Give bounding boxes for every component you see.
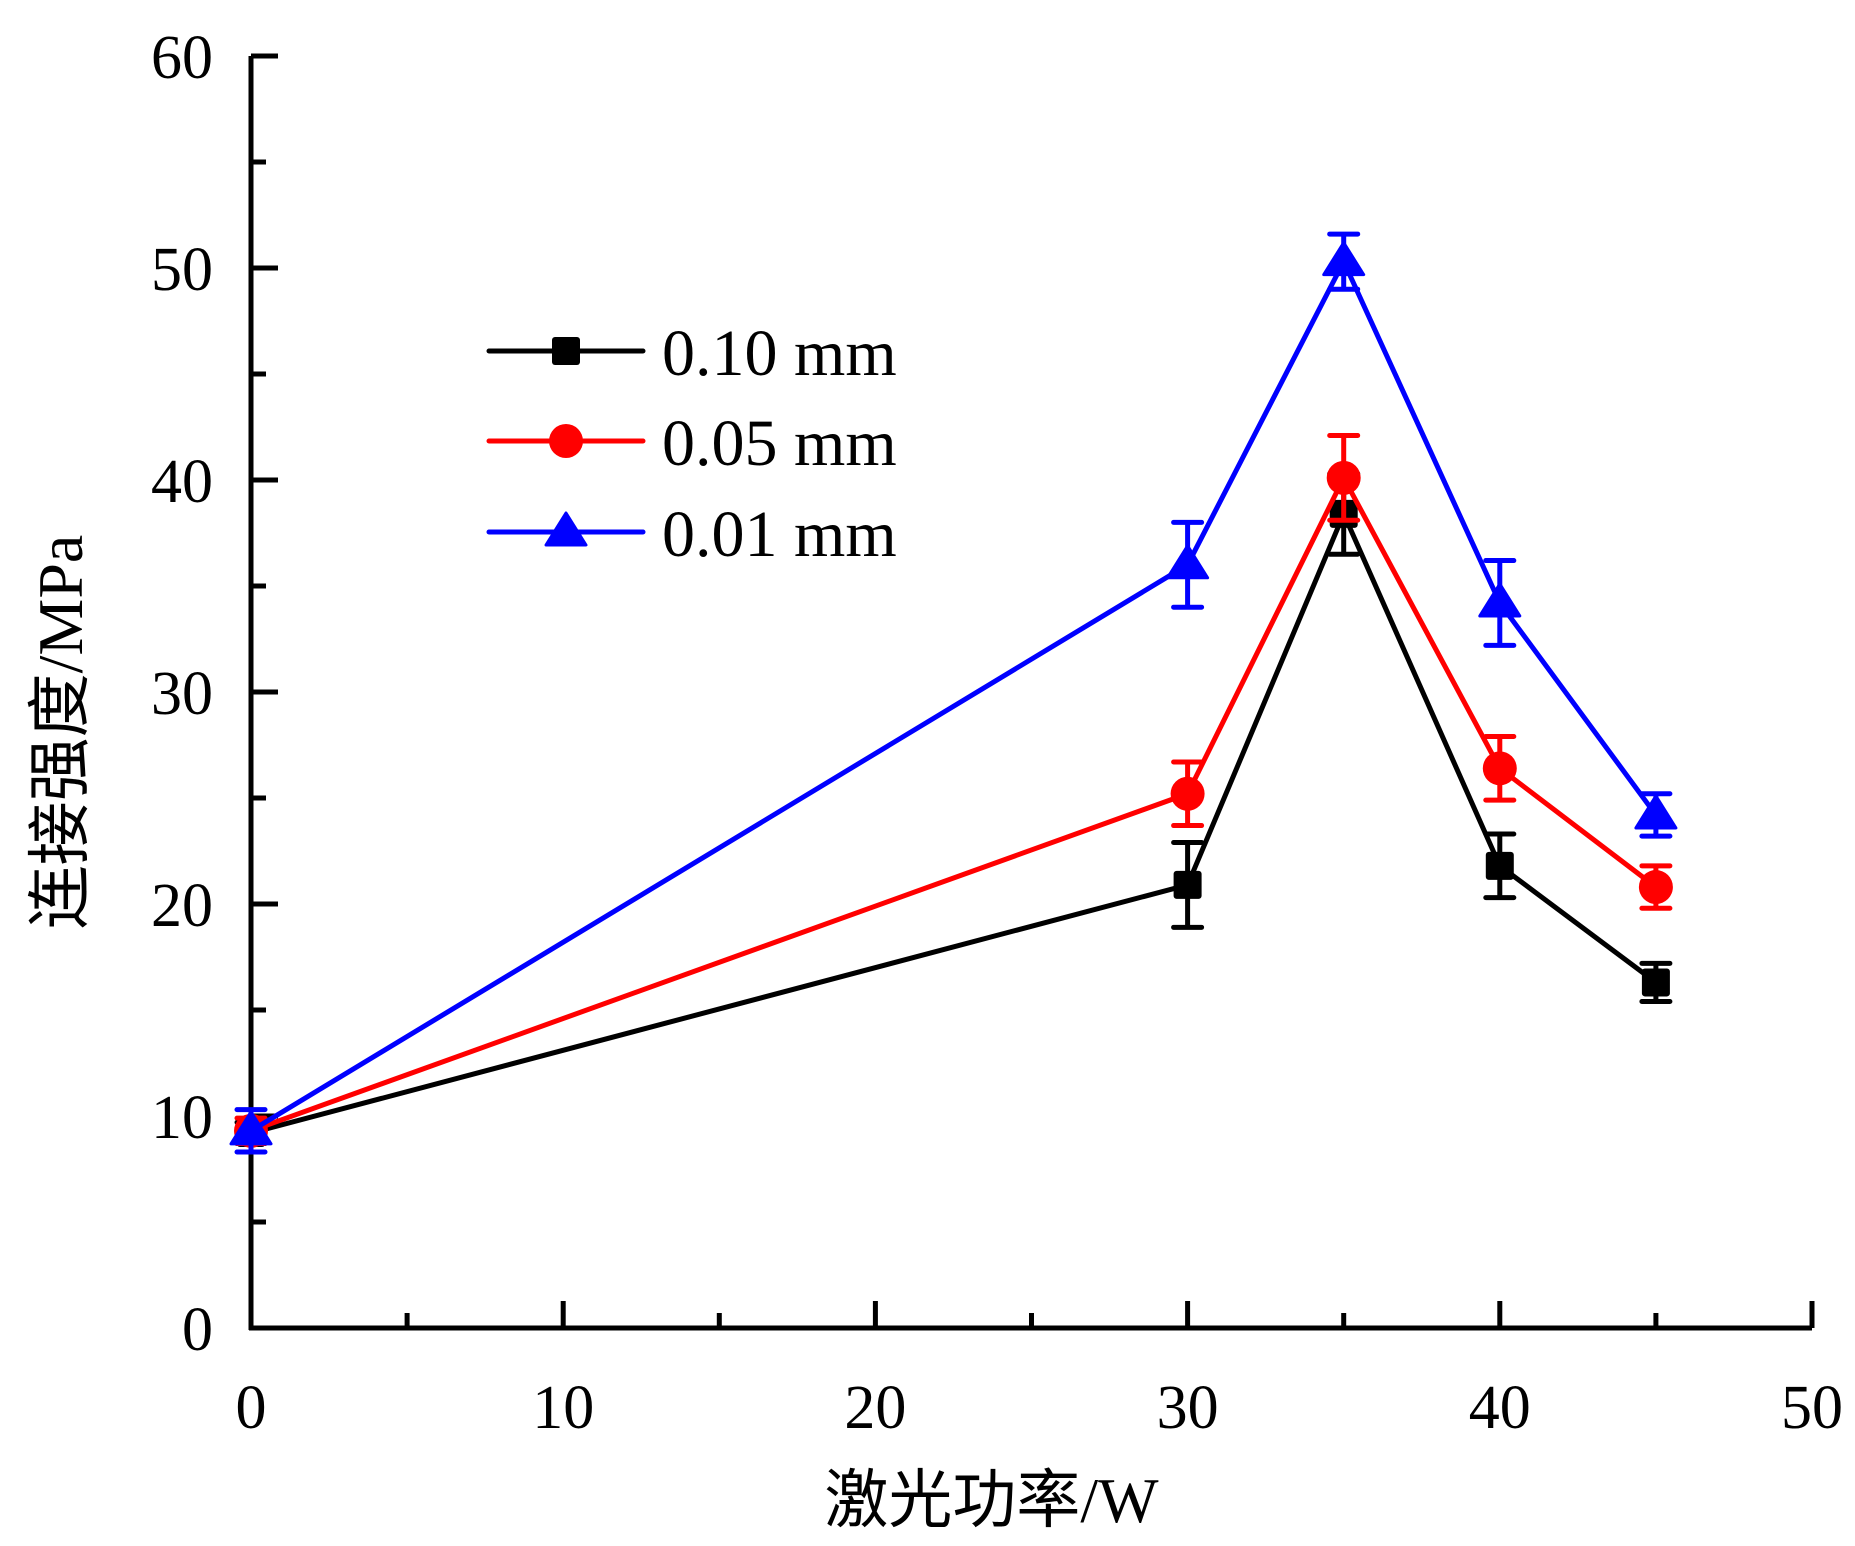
legend-label: 0.10 mm	[662, 317, 897, 390]
legend-item: 0.10 mm	[486, 317, 897, 390]
legend-item: 0.05 mm	[486, 407, 897, 480]
series-0-01-mm	[229, 231, 1678, 1155]
y-tick-label: 30	[151, 660, 213, 728]
x-tick-label: 40	[1469, 1374, 1531, 1442]
series-0-05-mm	[234, 432, 1673, 1148]
data-point-circle	[1326, 460, 1361, 495]
series-line	[249, 259, 1658, 1133]
legend-marker-triangle	[544, 511, 588, 547]
y-tick-label: 50	[151, 236, 213, 304]
legend-label: 0.01 mm	[662, 498, 897, 571]
data-point-circle	[1170, 776, 1205, 811]
legend-item: 0.01 mm	[486, 498, 897, 571]
data-point-triangle	[1478, 582, 1522, 618]
y-tick-label: 20	[151, 872, 213, 940]
data-point-triangle	[1634, 794, 1678, 830]
legend-marker-square	[552, 337, 580, 365]
legend-label: 0.05 mm	[662, 407, 897, 480]
data-point-square	[1641, 968, 1670, 997]
data-point-square	[1173, 870, 1202, 899]
series-line	[250, 511, 1658, 1136]
x-tick-label: 10	[532, 1374, 594, 1442]
series-line	[250, 475, 1658, 1134]
x-tick-label: 0	[236, 1374, 267, 1442]
series-layer	[229, 231, 1678, 1155]
y-tick-label: 0	[182, 1296, 213, 1364]
series-0-10-mm	[234, 471, 1673, 1147]
data-point-circle	[1638, 870, 1673, 905]
x-tick-label: 30	[1157, 1374, 1219, 1442]
data-point-triangle	[229, 1110, 273, 1146]
y-axis-title: 连接强度/MPa	[25, 535, 96, 930]
x-tick-label: 20	[844, 1374, 906, 1442]
y-tick-label: 60	[151, 24, 213, 92]
x-tick-label: 50	[1781, 1374, 1843, 1442]
y-tick-label: 10	[151, 1084, 213, 1152]
ticks: 0 10 20 30 40 50 60 0 10 20 30 40 50	[151, 24, 1843, 1442]
legend-marker-circle	[549, 424, 583, 458]
data-point-triangle	[1166, 544, 1210, 580]
legend: 0.10 mm 0.05 mm 0.01 mm	[486, 317, 897, 571]
y-tick-label: 40	[151, 448, 213, 516]
data-point-square	[1485, 851, 1514, 880]
data-point-triangle	[1322, 241, 1366, 277]
x-axis-title: 激光功率/W	[824, 1465, 1159, 1536]
axes	[248, 56, 1812, 1331]
data-point-circle	[1482, 751, 1517, 786]
